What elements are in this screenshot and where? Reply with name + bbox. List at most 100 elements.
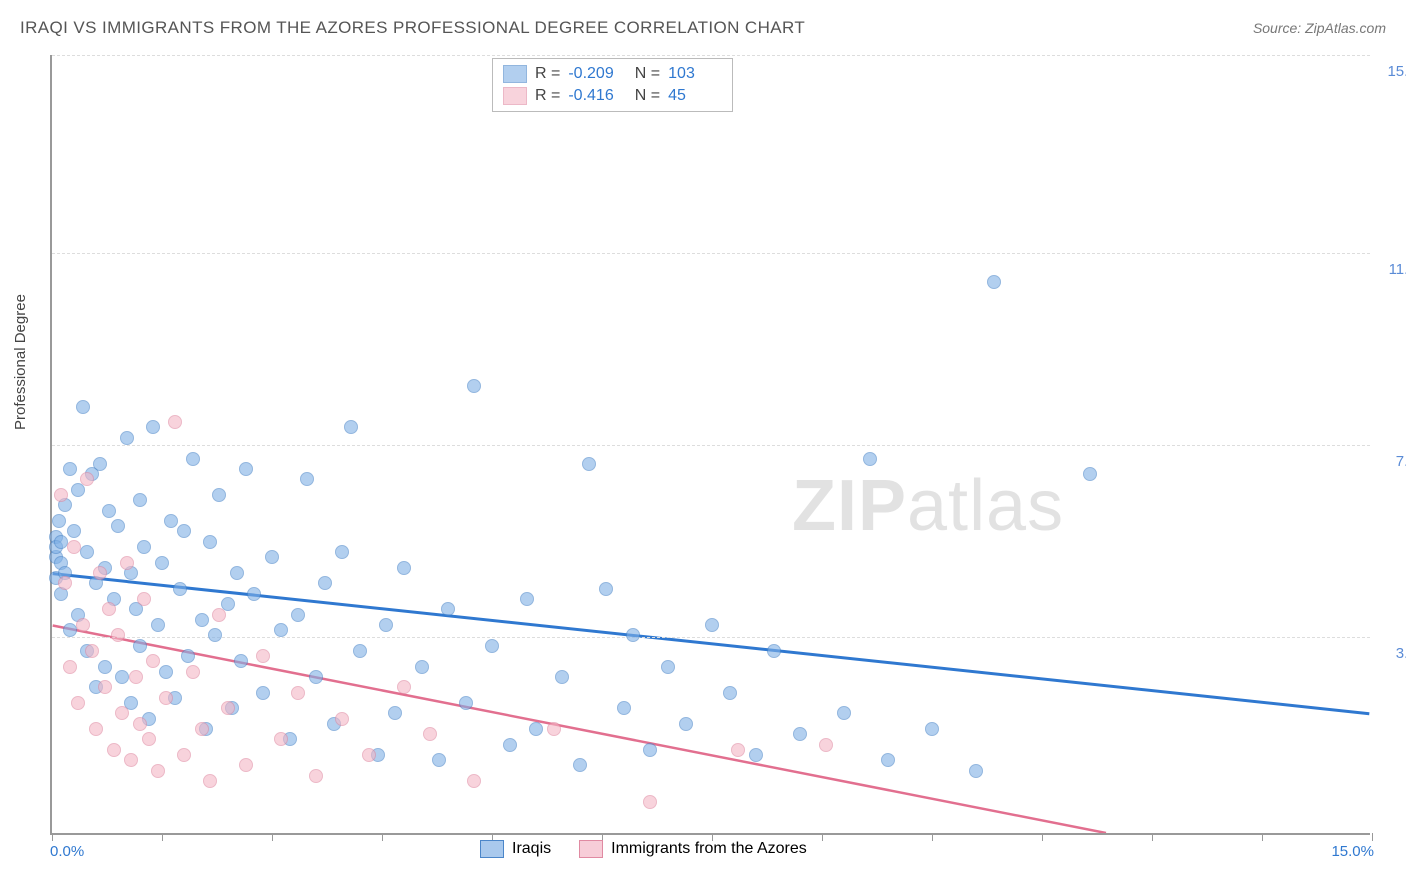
swatch-icon	[503, 65, 527, 83]
data-point	[137, 592, 151, 606]
data-point	[397, 561, 411, 575]
data-point	[1083, 467, 1097, 481]
y-tick-label: 7.5%	[1375, 453, 1406, 470]
data-point	[137, 540, 151, 554]
data-point	[423, 727, 437, 741]
data-point	[168, 415, 182, 429]
data-point	[239, 462, 253, 476]
data-point	[520, 592, 534, 606]
data-point	[164, 514, 178, 528]
data-point	[415, 660, 429, 674]
data-point	[58, 576, 72, 590]
x-tick	[1042, 833, 1043, 841]
data-point	[309, 670, 323, 684]
x-tick	[822, 833, 823, 841]
x-tick	[52, 833, 53, 841]
data-point	[881, 753, 895, 767]
data-point	[749, 748, 763, 762]
data-point	[234, 654, 248, 668]
legend-label: Iraqis	[512, 840, 551, 858]
data-point	[120, 556, 134, 570]
data-point	[432, 753, 446, 767]
data-point	[485, 639, 499, 653]
trend-lines	[52, 55, 1370, 833]
swatch-icon	[579, 840, 603, 858]
data-point	[274, 623, 288, 637]
x-tick	[272, 833, 273, 841]
x-tick	[1372, 833, 1373, 841]
data-point	[335, 712, 349, 726]
stats-row: R = -0.209 N = 103	[503, 63, 722, 85]
data-point	[120, 431, 134, 445]
data-point	[93, 566, 107, 580]
data-point	[155, 556, 169, 570]
data-point	[67, 540, 81, 554]
data-point	[98, 660, 112, 674]
data-point	[230, 566, 244, 580]
x-tick	[1152, 833, 1153, 841]
data-point	[291, 686, 305, 700]
data-point	[54, 535, 68, 549]
watermark: ZIPatlas	[792, 465, 1064, 547]
legend-label: Immigrants from the Azores	[611, 840, 807, 858]
r-value: -0.209	[568, 65, 622, 83]
data-point	[115, 706, 129, 720]
data-point	[397, 680, 411, 694]
chart-title: IRAQI VS IMMIGRANTS FROM THE AZORES PROF…	[20, 18, 805, 38]
data-point	[256, 649, 270, 663]
data-point	[723, 686, 737, 700]
source-label: Source: ZipAtlas.com	[1253, 20, 1386, 36]
data-point	[124, 753, 138, 767]
y-axis-title: Professional Degree	[12, 294, 29, 430]
y-tick-label: 3.8%	[1375, 645, 1406, 662]
data-point	[291, 608, 305, 622]
swatch-icon	[480, 840, 504, 858]
data-point	[529, 722, 543, 736]
data-point	[111, 519, 125, 533]
data-point	[353, 644, 367, 658]
data-point	[142, 732, 156, 746]
data-point	[93, 457, 107, 471]
gridline	[52, 253, 1370, 254]
gridline	[52, 637, 1370, 638]
data-point	[195, 722, 209, 736]
data-point	[309, 769, 323, 783]
data-point	[643, 743, 657, 757]
y-tick-label: 15.0%	[1375, 63, 1406, 80]
data-point	[388, 706, 402, 720]
data-point	[362, 748, 376, 762]
data-point	[102, 602, 116, 616]
data-point	[203, 535, 217, 549]
data-point	[643, 795, 657, 809]
data-point	[379, 618, 393, 632]
data-point	[195, 613, 209, 627]
data-point	[71, 696, 85, 710]
data-point	[247, 587, 261, 601]
r-value: -0.416	[568, 87, 622, 105]
data-point	[459, 696, 473, 710]
x-tick	[932, 833, 933, 841]
data-point	[173, 582, 187, 596]
data-point	[274, 732, 288, 746]
data-point	[617, 701, 631, 715]
data-point	[146, 654, 160, 668]
data-point	[151, 764, 165, 778]
data-point	[705, 618, 719, 632]
data-point	[863, 452, 877, 466]
data-point	[212, 608, 226, 622]
data-point	[212, 488, 226, 502]
gridline	[52, 55, 1370, 56]
data-point	[133, 717, 147, 731]
data-point	[265, 550, 279, 564]
x-tick	[1262, 833, 1263, 841]
data-point	[102, 504, 116, 518]
data-point	[115, 670, 129, 684]
data-point	[208, 628, 222, 642]
data-point	[133, 493, 147, 507]
data-point	[80, 545, 94, 559]
data-point	[80, 472, 94, 486]
data-point	[793, 727, 807, 741]
data-point	[151, 618, 165, 632]
y-tick-label: 11.2%	[1375, 261, 1406, 278]
data-point	[107, 743, 121, 757]
